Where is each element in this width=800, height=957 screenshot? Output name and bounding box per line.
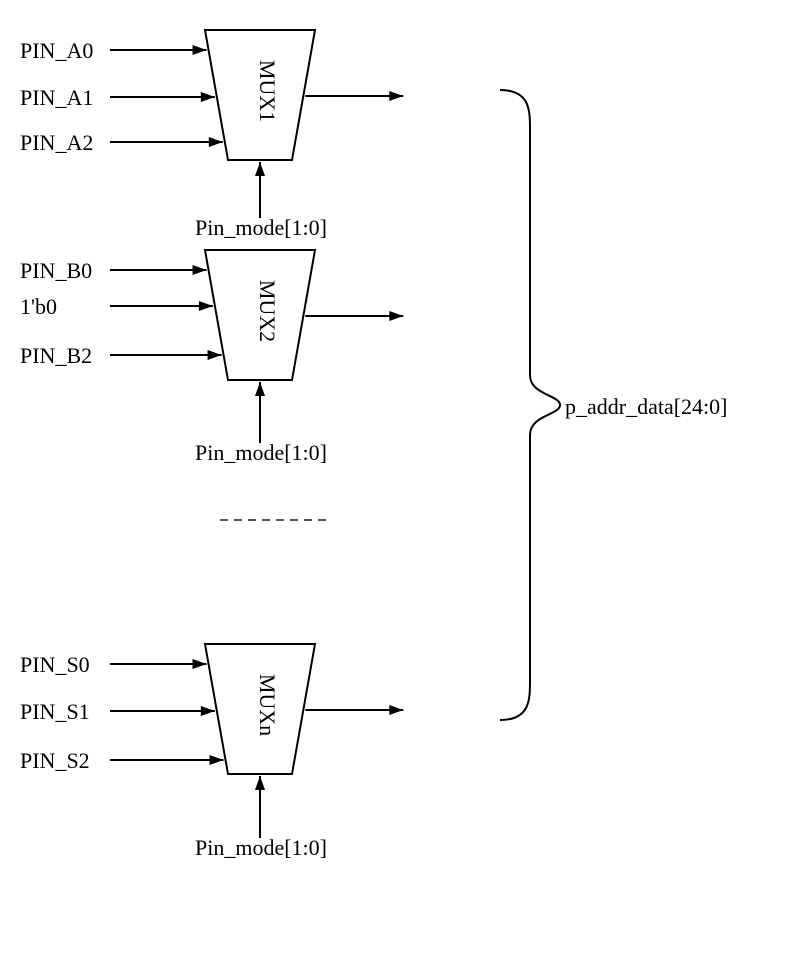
mux2-input1-label: 1'b0 bbox=[20, 294, 57, 320]
muxn-select-label: Pin_mode[1:0] bbox=[195, 835, 327, 861]
muxn-input1-label: PIN_S1 bbox=[20, 699, 90, 725]
mux2-select-label: Pin_mode[1:0] bbox=[195, 440, 327, 466]
svg-text:MUXn: MUXn bbox=[255, 674, 280, 736]
diagram-svg: MUX1 MUX2 MUXn bbox=[0, 0, 800, 957]
mux2-input0-label: PIN_B0 bbox=[20, 258, 92, 284]
svg-text:MUX2: MUX2 bbox=[255, 280, 280, 342]
mux1-input2-label: PIN_A2 bbox=[20, 130, 93, 156]
muxn-input2-label: PIN_S2 bbox=[20, 748, 90, 774]
diagram-canvas: MUX1 MUX2 MUXn PIN_A0 PIN_A1 PIN_A2 Pin_mo… bbox=[0, 0, 800, 957]
mux1-input1-label: PIN_A1 bbox=[20, 85, 93, 111]
svg-text:MUX1: MUX1 bbox=[255, 60, 280, 122]
mux2-input2-label: PIN_B2 bbox=[20, 343, 92, 369]
mux1-select-label: Pin_mode[1:0] bbox=[195, 215, 327, 241]
mux1-input0-label: PIN_A0 bbox=[20, 38, 93, 64]
muxn-input0-label: PIN_S0 bbox=[20, 652, 90, 678]
output-bus-label: p_addr_data[24:0] bbox=[565, 394, 728, 420]
